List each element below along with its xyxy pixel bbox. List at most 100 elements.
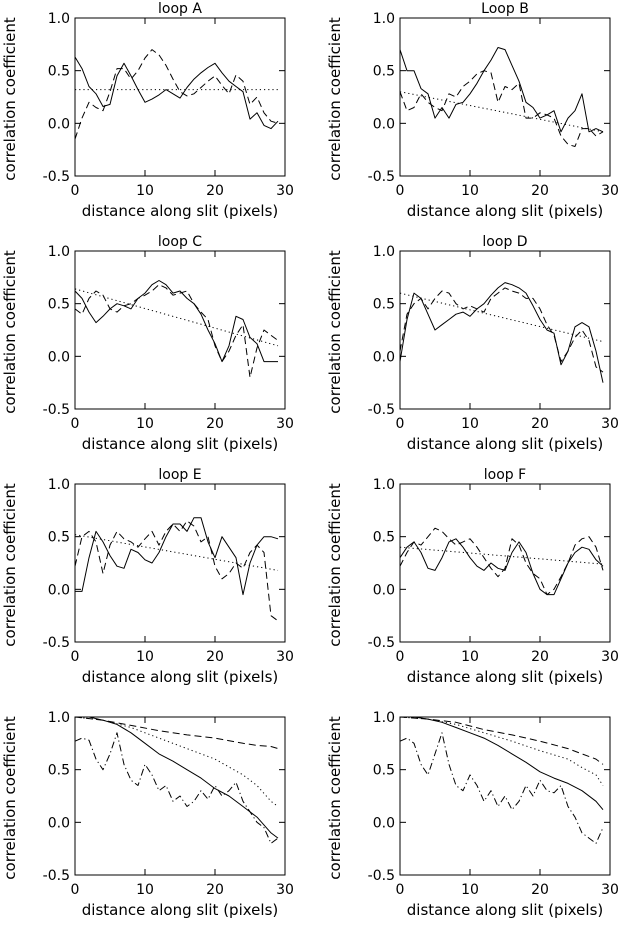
x-tick-label: 20 — [531, 183, 549, 199]
panel-title: Loop B — [481, 1, 529, 17]
y-tick-label: 0.0 — [373, 815, 395, 831]
y-tick-label: 0.5 — [48, 64, 70, 80]
y-tick-label: 0.5 — [373, 530, 395, 546]
series-line-dotted — [74, 534, 279, 571]
series-line-solid — [75, 517, 279, 596]
x-axis-label: distance along slit (pixels) — [407, 668, 603, 686]
x-tick-label: 30 — [276, 183, 294, 199]
panel-7: 0 10 20 30 -0.5 0.0 0.5 1.0 distance along slit … — [1, 710, 294, 919]
series-line-dashed — [74, 49, 279, 140]
panel-title: loop F — [484, 467, 526, 483]
x-tick-label: 20 — [531, 416, 549, 432]
series-line-dashdot — [74, 732, 279, 844]
series-line-solid — [75, 716, 279, 839]
y-tick-label: 1.0 — [373, 710, 395, 726]
x-axis-label: distance along slit (pixels) — [407, 202, 603, 220]
y-tick-label: -0.5 — [43, 635, 70, 651]
x-tick-label: 10 — [136, 882, 154, 898]
series-line-solid — [400, 716, 604, 811]
axes-frame — [399, 716, 611, 876]
y-tick-label: 0.0 — [48, 349, 70, 365]
panel-title: loop D — [482, 234, 527, 250]
series-line-dashed — [399, 527, 604, 596]
y-tick-label: 0.0 — [48, 116, 70, 132]
panel-6: loop F 0 10 20 30 -0.5 0.0 0.5 1.0 distance along… — [326, 467, 619, 686]
x-axis-label: distance along slit (pixels) — [82, 668, 278, 686]
panel-5: loop E 0 10 20 30 -0.5 0.0 0.5 1.0 distance along… — [1, 467, 294, 686]
x-tick-label: 10 — [461, 183, 479, 199]
panel-3: loop C 0 10 20 30 -0.5 0.0 0.5 1.0 distance along… — [1, 234, 294, 453]
panel-title: loop E — [158, 467, 201, 483]
x-axis-label: distance along slit (pixels) — [82, 435, 278, 453]
y-tick-label: 0.5 — [373, 763, 395, 779]
y-axis-label: correlation coefficient — [326, 483, 344, 647]
y-axis-label: correlation coefficient — [1, 17, 19, 181]
x-tick-label: 30 — [276, 416, 294, 432]
x-tick-label: 10 — [136, 649, 154, 665]
x-tick-label: 30 — [276, 649, 294, 665]
panel-2: Loop B 0 10 20 30 -0.5 0.0 0.5 1.0 distance along… — [326, 1, 619, 220]
y-tick-label: -0.5 — [368, 635, 395, 651]
x-tick-label: 10 — [461, 649, 479, 665]
panel-title: loop A — [158, 1, 202, 17]
y-tick-label: 0.0 — [48, 815, 70, 831]
x-tick-label: 20 — [206, 416, 224, 432]
series-line-dashed — [74, 284, 279, 378]
x-tick-label: 20 — [531, 882, 549, 898]
series-line-dotted — [74, 716, 279, 807]
x-axis-label: distance along slit (pixels) — [82, 202, 278, 220]
x-tick-label: 0 — [396, 882, 405, 898]
series-line-dashed — [74, 520, 279, 622]
series-line-solid — [399, 282, 604, 383]
series-line-dashed — [74, 716, 279, 750]
y-axis-label: correlation coefficient — [326, 17, 344, 181]
x-axis-label: distance along slit (pixels) — [407, 435, 603, 453]
y-tick-label: -0.5 — [368, 868, 395, 884]
series-line-dashed — [399, 287, 604, 373]
axes-frame — [399, 250, 611, 410]
panel-4: loop D 0 10 20 30 -0.5 0.0 0.5 1.0 distance along… — [326, 234, 619, 453]
y-tick-label: 1.0 — [373, 244, 395, 260]
y-axis-label: correlation coefficient — [326, 250, 344, 414]
series-line-solid — [74, 280, 278, 363]
y-tick-label: 1.0 — [48, 710, 70, 726]
y-tick-label: 1.0 — [48, 477, 70, 493]
y-axis-label: correlation coefficient — [1, 483, 19, 647]
x-tick-label: 0 — [71, 882, 80, 898]
axes-frame — [74, 17, 286, 177]
y-tick-label: 0.5 — [48, 763, 70, 779]
axes-frame — [399, 17, 611, 177]
y-tick-label: 0.5 — [48, 297, 70, 313]
x-tick-label: 30 — [601, 882, 619, 898]
y-tick-label: -0.5 — [368, 402, 395, 418]
x-tick-label: 20 — [206, 183, 224, 199]
y-tick-label: 1.0 — [48, 244, 70, 260]
x-tick-label: 30 — [276, 882, 294, 898]
x-axis-label: distance along slit (pixels) — [407, 901, 603, 919]
x-tick-label: 20 — [206, 649, 224, 665]
y-tick-label: 0.0 — [48, 582, 70, 598]
series-line-dotted — [74, 288, 279, 347]
x-tick-label: 20 — [206, 882, 224, 898]
y-tick-label: 0.0 — [373, 582, 395, 598]
series-line-dotted — [399, 716, 604, 786]
x-axis-label: distance along slit (pixels) — [82, 901, 278, 919]
axes-frame — [74, 483, 286, 643]
panel-8: 0 10 20 30 -0.5 0.0 0.5 1.0 distance along slit … — [326, 710, 619, 919]
series-line-solid — [399, 538, 604, 596]
series-line-dashed — [399, 716, 604, 765]
series-line-dotted — [399, 91, 604, 133]
series-line-dotted — [399, 546, 604, 565]
y-tick-label: -0.5 — [43, 402, 70, 418]
x-tick-label: 0 — [396, 649, 405, 665]
panel-1: loop A 0 10 20 30 -0.5 0.0 0.5 1.0 distance along… — [1, 1, 294, 220]
series-line-dashdot — [399, 732, 604, 844]
y-tick-label: 1.0 — [373, 11, 395, 27]
y-tick-label: -0.5 — [43, 868, 70, 884]
y-axis-label: correlation coefficient — [1, 250, 19, 414]
series-line-solid — [399, 47, 604, 133]
y-tick-label: 0.0 — [373, 116, 395, 132]
x-tick-label: 30 — [601, 649, 619, 665]
x-tick-label: 0 — [71, 183, 80, 199]
x-tick-label: 0 — [396, 183, 405, 199]
